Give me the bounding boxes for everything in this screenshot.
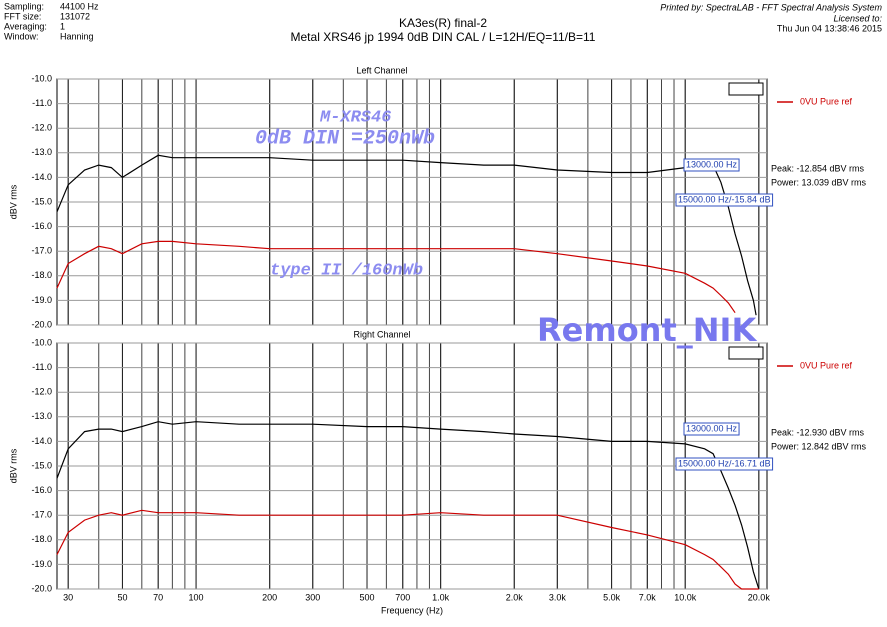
marker-label: 15000.00 Hz/-15.84 dB <box>678 194 771 204</box>
y-axis-label: dBV rms <box>8 448 18 483</box>
y-tick-label: -13.0 <box>31 147 52 157</box>
info-value: 1 <box>60 21 65 31</box>
y-tick-label: -19.0 <box>31 295 52 305</box>
marker-box <box>675 457 774 471</box>
y-tick-label: -10.0 <box>31 337 52 347</box>
marker-box <box>683 422 740 436</box>
watermark: type II /160nWb <box>270 261 423 280</box>
printed-by: Printed by: SpectraLAB - FFT Spectral An… <box>660 2 882 12</box>
x-axis-label: Frequency (Hz) <box>381 605 443 615</box>
y-tick-label: -11.0 <box>32 98 52 108</box>
x-tick-label: 10.0k <box>674 592 697 602</box>
info-value: 131072 <box>60 11 90 21</box>
y-tick-label: -16.0 <box>31 221 52 231</box>
x-tick-label: 100 <box>189 592 204 602</box>
x-tick-label: 700 <box>395 592 410 602</box>
x-tick-label: 300 <box>305 592 320 602</box>
x-tick-label: 70 <box>153 592 163 602</box>
y-tick-label: -10.0 <box>31 73 52 83</box>
licensed: Licensed to: <box>833 13 882 23</box>
y-tick-label: -20.0 <box>31 583 52 593</box>
subtitle: Metal XRS46 jp 1994 0dB DIN CAL / L=12H/… <box>291 30 596 44</box>
x-tick-label: 30 <box>63 592 73 602</box>
y-tick-label: -17.0 <box>31 246 52 256</box>
x-tick-label: 200 <box>262 592 277 602</box>
y-tick-label: -15.0 <box>31 196 52 206</box>
y-tick-label: -15.0 <box>31 460 52 470</box>
y-axis-label: dBV rms <box>8 184 18 219</box>
info-key: Averaging: <box>4 21 47 31</box>
y-tick-label: -18.0 <box>31 534 52 544</box>
chart-title: Right Channel <box>353 329 410 339</box>
info-value: 44100 Hz <box>60 1 99 11</box>
y-tick-label: -14.0 <box>31 436 52 446</box>
title: KA3es(R) final-2 <box>399 16 487 30</box>
x-tick-label: 20.0k <box>748 592 771 602</box>
info-key: FFT size: <box>4 11 41 21</box>
x-tick-label: 7.0k <box>639 592 657 602</box>
legend-button[interactable] <box>728 82 764 96</box>
marker-box <box>683 158 740 172</box>
y-tick-label: -12.0 <box>31 123 52 133</box>
chart-title: Left Channel <box>356 65 407 75</box>
x-tick-label: 3.0k <box>549 592 567 602</box>
marker-label: 13000.00 Hz <box>686 423 738 433</box>
watermark: M-XRS46 <box>319 108 391 127</box>
watermark: Remont_NIK <box>537 311 757 349</box>
info-value: Hanning <box>60 31 94 41</box>
legend-label: 0VU Pure ref <box>800 96 853 106</box>
x-tick-label: 5.0k <box>603 592 621 602</box>
stat-text: Power: 12.842 dBV rms <box>771 441 867 451</box>
info-key: Sampling: <box>4 1 44 11</box>
x-tick-label: 1.0k <box>432 592 450 602</box>
timestamp: Thu Jun 04 13:38:46 2015 <box>777 23 882 33</box>
watermark: 0dB DIN =250nWb <box>255 127 435 150</box>
stat-text: Peak: -12.854 dBV rms <box>771 163 865 173</box>
info-key: Window: <box>4 31 39 41</box>
y-tick-label: -13.0 <box>31 411 52 421</box>
series-line <box>56 509 759 590</box>
series-line <box>56 421 760 590</box>
y-tick-label: -18.0 <box>31 270 52 280</box>
series-line <box>56 154 757 316</box>
legend-button[interactable] <box>728 346 764 360</box>
y-tick-label: -17.0 <box>31 510 52 520</box>
y-tick-label: -12.0 <box>31 387 52 397</box>
legend-label: 0VU Pure ref <box>800 360 853 370</box>
series-line <box>56 240 736 314</box>
y-tick-label: -14.0 <box>31 172 52 182</box>
marker-label: 13000.00 Hz <box>686 159 738 169</box>
y-tick-label: -19.0 <box>31 559 52 569</box>
x-tick-label: 2.0k <box>506 592 524 602</box>
stat-text: Power: 13.039 dBV rms <box>771 177 867 187</box>
x-tick-label: 50 <box>117 592 127 602</box>
y-tick-label: -11.0 <box>32 362 52 372</box>
y-tick-label: -20.0 <box>31 319 52 329</box>
marker-box <box>675 193 774 207</box>
y-tick-label: -16.0 <box>31 485 52 495</box>
stat-text: Peak: -12.930 dBV rms <box>771 427 865 437</box>
x-tick-label: 500 <box>359 592 374 602</box>
marker-label: 15000.00 Hz/-16.71 dB <box>678 458 771 468</box>
